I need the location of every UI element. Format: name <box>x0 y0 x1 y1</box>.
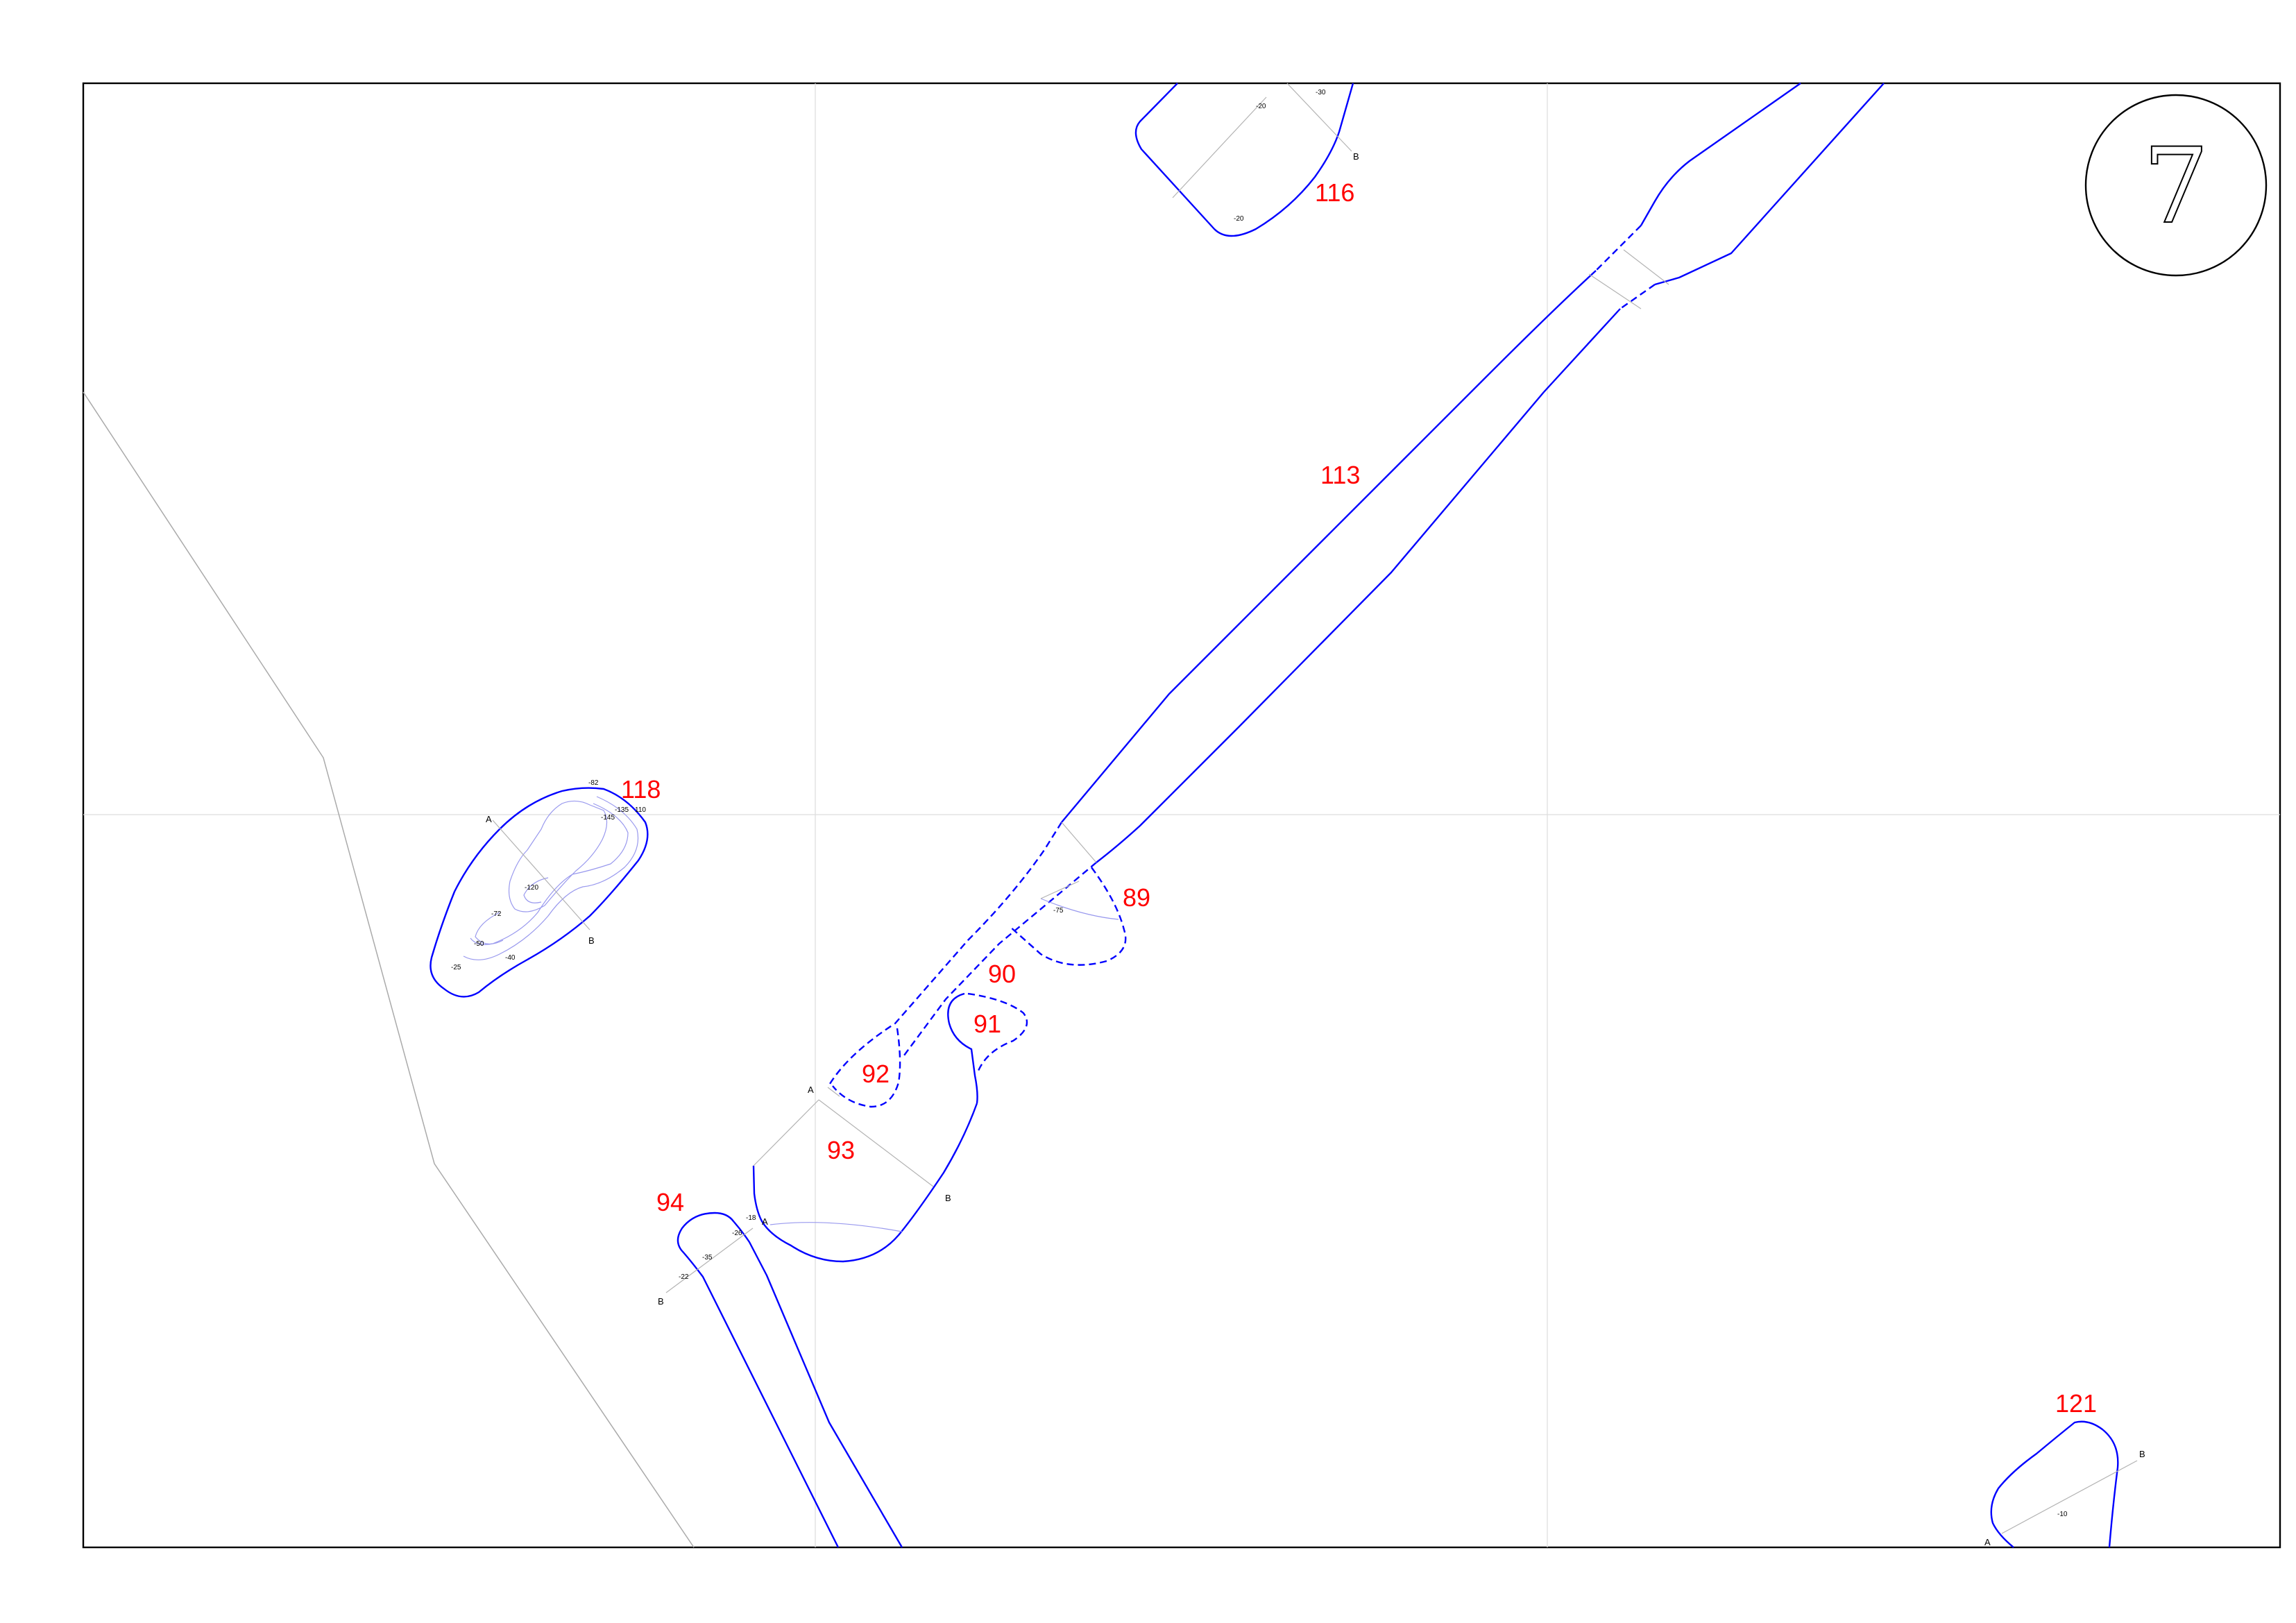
sheet-frame <box>82 82 2281 1549</box>
depth-label: -82 <box>588 779 599 787</box>
depth-label: -120 <box>525 884 538 892</box>
section-point-b: B <box>945 1193 951 1203</box>
feature-113-ditch <box>826 83 1885 1088</box>
feature-89: -75 <box>1009 867 1127 966</box>
feature-label-94: 94 <box>656 1188 684 1216</box>
feature-labels: 116 113 118 89 90 91 92 93 94 121 <box>621 178 2097 1418</box>
depth-label: -18 <box>746 1214 756 1222</box>
depth-label: -40 <box>505 954 516 962</box>
depth-label: 110 <box>635 806 646 814</box>
feature-94-ditch: -18 -26 -35 -22 A B <box>658 1212 903 1548</box>
depth-label: -22 <box>679 1273 689 1281</box>
section-point-b: B <box>1353 151 1359 162</box>
feature-label-113: 113 <box>1320 461 1360 489</box>
section-point-b: B <box>658 1296 664 1307</box>
section-point-b: B <box>2139 1449 2145 1459</box>
section-point-a: A <box>1984 1537 1991 1547</box>
feature-label-92: 92 <box>862 1060 890 1088</box>
section-point-a: A <box>762 1216 768 1227</box>
feature-label-90: 90 <box>988 960 1016 988</box>
section-point-a: A <box>486 814 492 824</box>
feature-93: A B <box>752 1085 978 1263</box>
feature-label-118: 118 <box>621 775 661 804</box>
depth-label: -72 <box>491 910 502 918</box>
depth-label: -10 <box>2057 1511 2068 1518</box>
sheet-number-badge: 7 <box>2084 94 2268 277</box>
feature-116: -30 -20 -20 B <box>1134 83 1359 237</box>
depth-label: -35 <box>702 1254 713 1261</box>
feature-118-pit: -82 -135 110 -145 -120 -72 -50 -40 -25 A… <box>430 779 649 998</box>
depth-label: -30 <box>1316 89 1326 96</box>
feature-121: -10 A B <box>1984 1420 2145 1548</box>
feature-label-91: 91 <box>973 1010 1001 1038</box>
feature-91 <box>947 992 1028 1104</box>
sheet-number: 7 <box>2143 126 2209 247</box>
depth-label: -26 <box>732 1230 742 1237</box>
feature-label-121: 121 <box>2055 1389 2097 1418</box>
excavation-limit-line <box>83 391 695 1548</box>
depth-label: -75 <box>1053 907 1064 915</box>
grid-lines <box>83 83 2280 1547</box>
depth-label: -145 <box>601 814 615 822</box>
feature-92 <box>827 1028 901 1108</box>
depth-label: -20 <box>1256 103 1266 110</box>
feature-label-89: 89 <box>1123 883 1150 912</box>
depth-label: -20 <box>1234 215 1244 223</box>
feature-label-93: 93 <box>827 1136 855 1164</box>
depth-label: -25 <box>451 964 461 971</box>
depth-label: -135 <box>615 806 629 814</box>
section-point-a: A <box>808 1085 814 1095</box>
depth-label: -50 <box>474 940 484 948</box>
feature-label-116: 116 <box>1315 178 1354 207</box>
section-point-b: B <box>588 935 595 946</box>
